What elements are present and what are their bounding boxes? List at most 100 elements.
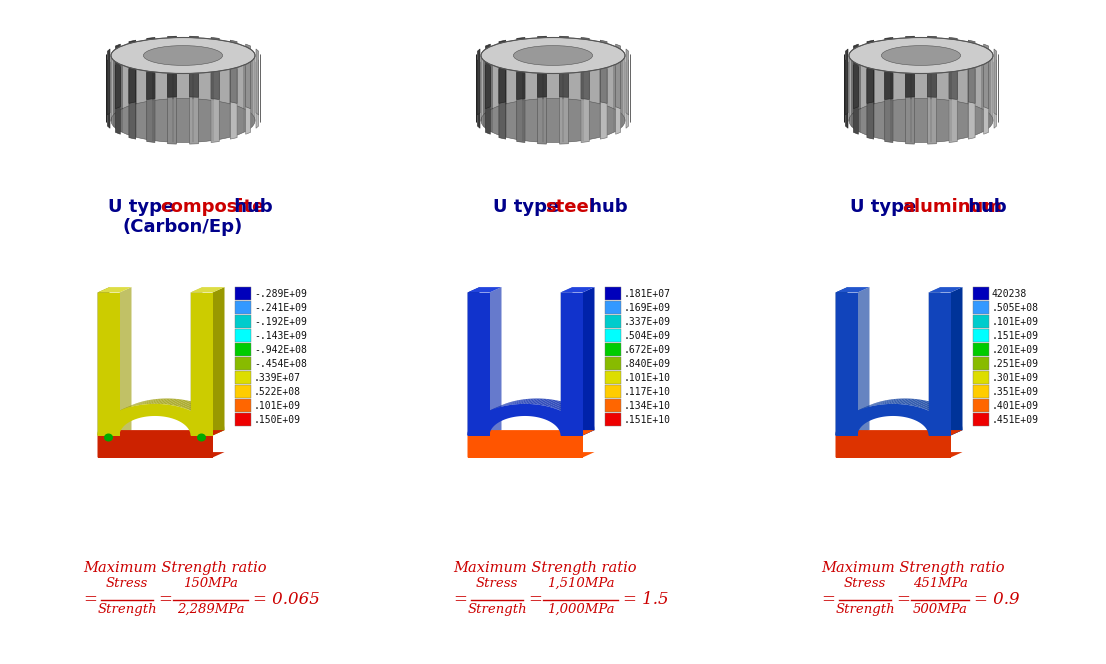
Text: .504E+09: .504E+09 — [624, 331, 671, 341]
Polygon shape — [835, 436, 950, 457]
Polygon shape — [921, 402, 936, 408]
Polygon shape — [189, 36, 198, 97]
Polygon shape — [111, 56, 255, 120]
Polygon shape — [855, 405, 869, 412]
Bar — [973, 357, 989, 371]
Polygon shape — [533, 399, 547, 404]
Text: aluminum: aluminum — [902, 198, 1002, 216]
Polygon shape — [517, 72, 525, 143]
Polygon shape — [868, 401, 883, 407]
Polygon shape — [929, 287, 940, 436]
Text: 451MPa: 451MPa — [912, 577, 968, 590]
Polygon shape — [863, 402, 877, 408]
Polygon shape — [468, 428, 480, 436]
Text: 2,289MPa: 2,289MPa — [177, 603, 244, 616]
Polygon shape — [195, 408, 209, 414]
Polygon shape — [916, 401, 930, 407]
Text: = 1.5: = 1.5 — [623, 592, 669, 608]
Polygon shape — [570, 410, 583, 416]
Polygon shape — [119, 404, 134, 410]
Polygon shape — [202, 412, 217, 420]
Polygon shape — [471, 417, 484, 424]
Polygon shape — [119, 287, 132, 436]
Text: hub: hub — [962, 198, 1006, 216]
Polygon shape — [941, 412, 954, 420]
Polygon shape — [487, 405, 501, 412]
Polygon shape — [206, 416, 219, 422]
Text: .401E+09: .401E+09 — [992, 400, 1039, 410]
Polygon shape — [190, 287, 225, 293]
Polygon shape — [211, 424, 223, 430]
Polygon shape — [933, 408, 947, 414]
Polygon shape — [468, 436, 583, 457]
Text: .351E+09: .351E+09 — [992, 386, 1039, 396]
Bar — [234, 413, 251, 426]
Polygon shape — [115, 65, 121, 134]
Bar — [234, 371, 251, 384]
Polygon shape — [945, 416, 958, 422]
Polygon shape — [845, 49, 848, 115]
Polygon shape — [97, 430, 225, 457]
Polygon shape — [835, 427, 848, 434]
Polygon shape — [888, 398, 904, 404]
Polygon shape — [870, 400, 886, 406]
Polygon shape — [97, 428, 109, 436]
Polygon shape — [103, 416, 116, 422]
Polygon shape — [530, 398, 544, 404]
Text: -.942E+08: -.942E+08 — [254, 345, 306, 355]
Polygon shape — [539, 399, 554, 405]
Polygon shape — [550, 402, 565, 408]
Text: Stress: Stress — [476, 577, 518, 590]
Polygon shape — [835, 404, 950, 436]
Polygon shape — [559, 404, 573, 410]
Ellipse shape — [881, 46, 961, 65]
Polygon shape — [886, 398, 900, 404]
Polygon shape — [486, 65, 490, 134]
Text: .339E+07: .339E+07 — [254, 373, 301, 382]
Polygon shape — [926, 404, 940, 410]
Ellipse shape — [481, 98, 625, 143]
Ellipse shape — [104, 434, 113, 442]
Polygon shape — [98, 422, 112, 429]
Polygon shape — [835, 293, 857, 436]
Polygon shape — [171, 400, 187, 406]
Text: hub: hub — [228, 198, 272, 216]
Polygon shape — [874, 400, 888, 406]
Bar — [973, 343, 989, 356]
Polygon shape — [857, 404, 872, 410]
Polygon shape — [571, 411, 585, 418]
Polygon shape — [168, 399, 184, 405]
Bar — [234, 287, 251, 300]
Polygon shape — [616, 65, 620, 134]
Polygon shape — [211, 37, 219, 100]
Polygon shape — [190, 293, 212, 436]
Polygon shape — [900, 399, 916, 404]
Polygon shape — [201, 411, 215, 418]
Polygon shape — [230, 40, 237, 104]
Polygon shape — [212, 427, 225, 434]
Polygon shape — [928, 74, 937, 144]
Polygon shape — [157, 398, 171, 404]
Polygon shape — [511, 399, 526, 405]
Polygon shape — [561, 405, 575, 412]
Polygon shape — [478, 49, 480, 115]
Text: .150E+09: .150E+09 — [254, 414, 301, 424]
Polygon shape — [517, 37, 525, 100]
Polygon shape — [104, 414, 117, 421]
Polygon shape — [207, 417, 220, 424]
Polygon shape — [477, 411, 491, 418]
Bar — [973, 371, 989, 384]
Polygon shape — [105, 412, 119, 420]
Polygon shape — [468, 430, 595, 457]
Polygon shape — [949, 422, 961, 429]
Ellipse shape — [511, 434, 540, 450]
Polygon shape — [180, 402, 195, 408]
Polygon shape — [167, 36, 177, 97]
Polygon shape — [994, 49, 997, 115]
Polygon shape — [924, 403, 938, 410]
Polygon shape — [837, 420, 851, 427]
Text: .251E+09: .251E+09 — [992, 359, 1039, 369]
Polygon shape — [230, 69, 237, 139]
Polygon shape — [929, 405, 942, 412]
Polygon shape — [494, 402, 509, 408]
